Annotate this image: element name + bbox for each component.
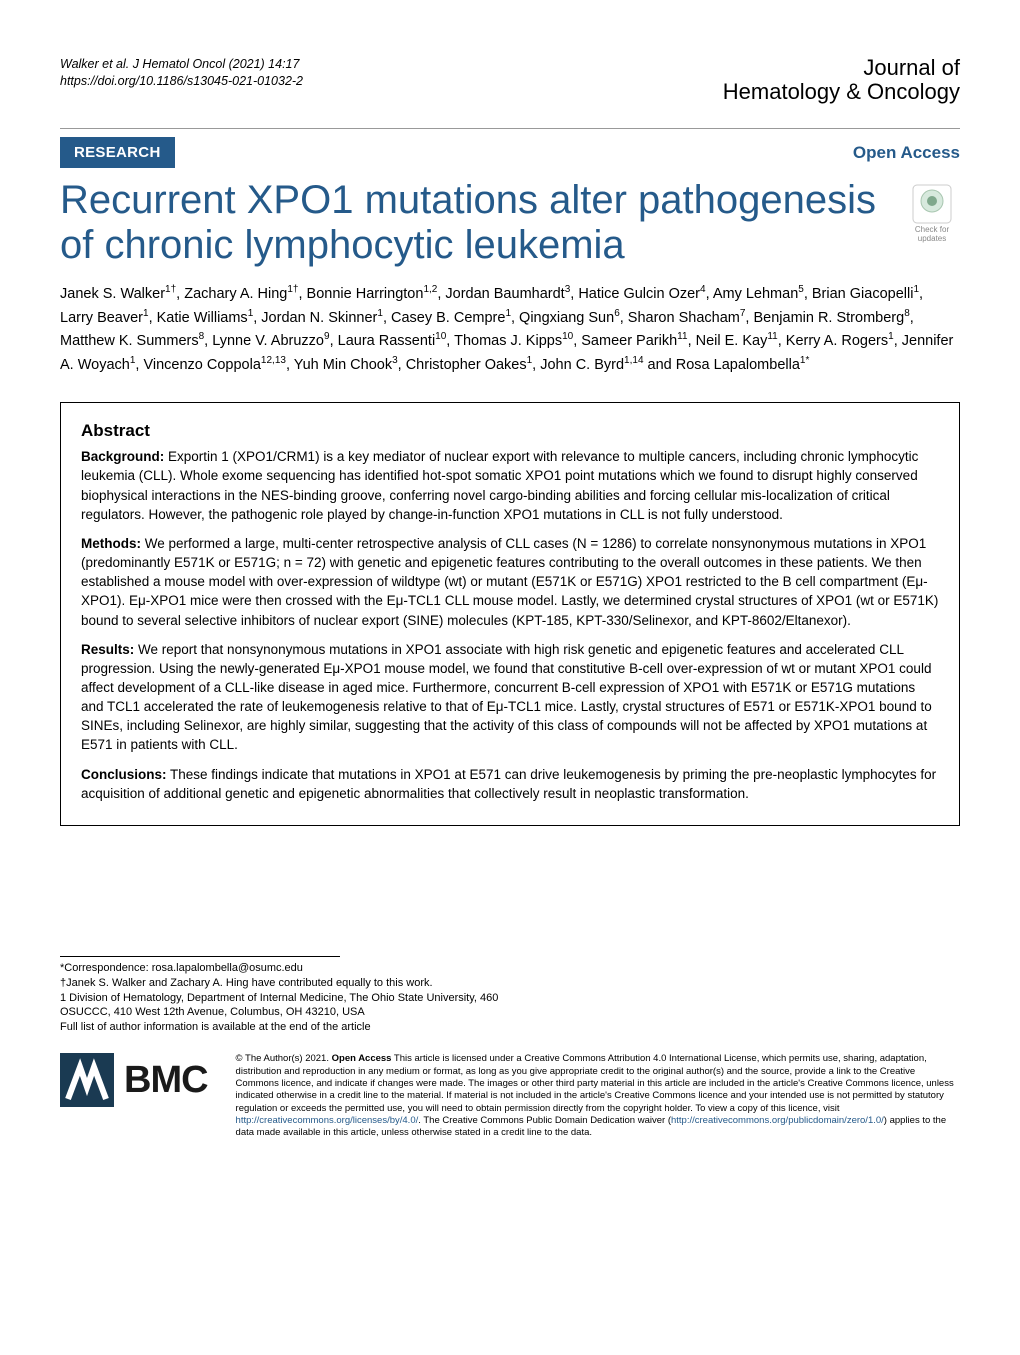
license-text: © The Author(s) 2021. Open Access This a…: [236, 1053, 960, 1139]
results-text: We report that nonsynonymous mutations i…: [81, 642, 932, 753]
results-label: Results:: [81, 642, 134, 657]
check-updates-label: Check for updates: [915, 225, 949, 243]
methods-label: Methods:: [81, 536, 141, 551]
abstract-results: Results: We report that nonsynonymous mu…: [81, 640, 939, 755]
correspondence-note: *Correspondence: rosa.lapalombella@osumc…: [60, 961, 500, 976]
conclusions-label: Conclusions:: [81, 767, 167, 782]
background-label: Background:: [81, 449, 164, 464]
open-access-label: Open Access: [853, 143, 960, 163]
journal-name-line1: Journal of: [723, 56, 960, 80]
banner-row: RESEARCH Open Access: [60, 137, 960, 168]
abstract-heading: Abstract: [81, 421, 939, 441]
check-updates-badge[interactable]: Check for updates: [904, 184, 960, 244]
footnote-divider: [60, 956, 340, 957]
affiliation-note: 1 Division of Hematology, Department of …: [60, 991, 500, 1021]
citation-line: Walker et al. J Hematol Oncol (2021) 14:…: [60, 56, 303, 73]
article-title: Recurrent XPO1 mutations alter pathogene…: [60, 178, 888, 268]
bmc-text: BMC: [124, 1059, 208, 1102]
abstract-background: Background: Exportin 1 (XPO1/CRM1) is a …: [81, 447, 939, 524]
abstract-methods: Methods: We performed a large, multi-cen…: [81, 534, 939, 630]
background-text: Exportin 1 (XPO1/CRM1) is a key mediator…: [81, 449, 918, 521]
check-updates-icon: [912, 184, 952, 224]
citation-block: Walker et al. J Hematol Oncol (2021) 14:…: [60, 56, 303, 90]
journal-logo: Journal of Hematology & Oncology: [723, 56, 960, 104]
header-divider: [60, 128, 960, 129]
methods-text: We performed a large, multi-center retro…: [81, 536, 938, 628]
research-badge: RESEARCH: [60, 137, 175, 168]
equal-contribution-note: †Janek S. Walker and Zachary A. Hing hav…: [60, 976, 500, 991]
footnotes: *Correspondence: rosa.lapalombella@osumc…: [60, 961, 500, 1035]
author-list: Janek S. Walker1†, Zachary A. Hing1†, Bo…: [60, 282, 960, 376]
doi-line: https://doi.org/10.1186/s13045-021-01032…: [60, 73, 303, 90]
bmc-mark-icon: [60, 1053, 114, 1107]
abstract-box: Abstract Background: Exportin 1 (XPO1/CR…: [60, 402, 960, 826]
conclusions-text: These findings indicate that mutations i…: [81, 767, 936, 801]
bmc-logo: BMC: [60, 1053, 208, 1107]
full-list-note: Full list of author information is avail…: [60, 1020, 500, 1035]
footer-row: BMC © The Author(s) 2021. Open Access Th…: [60, 1053, 960, 1139]
abstract-conclusions: Conclusions: These findings indicate tha…: [81, 765, 939, 803]
page-header: Walker et al. J Hematol Oncol (2021) 14:…: [60, 56, 960, 104]
journal-name-line2: Hematology & Oncology: [723, 80, 960, 104]
